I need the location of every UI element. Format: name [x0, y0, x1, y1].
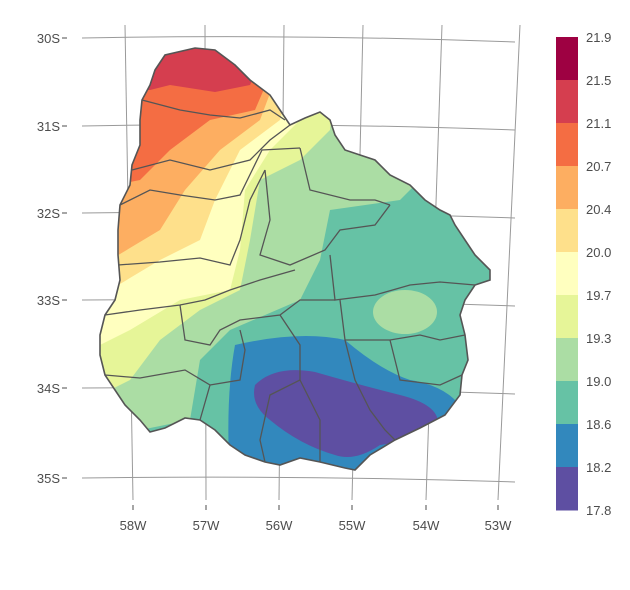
contour-fills — [100, 48, 490, 470]
legend-label: 21.1 — [586, 116, 611, 131]
lat-label: 31S — [37, 119, 60, 134]
legend-label: 19.3 — [586, 331, 611, 346]
legend-swatch — [556, 252, 578, 296]
lat-label: 30S — [37, 31, 60, 46]
lat-label: 34S — [37, 381, 60, 396]
legend-label: 17.8 — [586, 503, 611, 518]
legend-label: 18.6 — [586, 417, 611, 432]
legend-label: 18.2 — [586, 460, 611, 475]
lat-label: 35S — [37, 471, 60, 486]
legend-label: 20.7 — [586, 159, 611, 174]
legend-label: 20.0 — [586, 245, 611, 260]
lon-label: 56W — [266, 518, 293, 533]
lon-label: 54W — [413, 518, 440, 533]
legend-swatch — [556, 381, 578, 425]
legend-label: 19.7 — [586, 288, 611, 303]
color-legend: 21.9 21.5 21.1 20.7 20.4 20.0 19.7 19.3 19.0 18.6… — [556, 30, 611, 518]
legend-swatch — [556, 295, 578, 339]
legend-swatch — [556, 467, 578, 511]
lon-label: 58W — [120, 518, 147, 533]
legend-swatch — [556, 338, 578, 382]
legend-swatch — [556, 209, 578, 253]
lat-label: 33S — [37, 293, 60, 308]
legend-label: 19.0 — [586, 374, 611, 389]
legend-swatch — [556, 166, 578, 210]
lon-label: 53W — [485, 518, 512, 533]
lon-label: 55W — [339, 518, 366, 533]
legend-swatch — [556, 123, 578, 167]
lon-axis: 58W 57W 56W 55W 54W 53W — [120, 505, 512, 533]
legend-label: 21.5 — [586, 73, 611, 88]
legend-swatch — [556, 424, 578, 468]
legend-label: 21.9 — [586, 30, 611, 45]
department-borders — [104, 99, 476, 463]
lat-label: 32S — [37, 206, 60, 221]
legend-swatch — [556, 80, 578, 124]
legend-swatch — [556, 37, 578, 81]
lat-axis: 30S 31S 32S 33S 34S 35S — [37, 31, 67, 486]
lon-label: 57W — [193, 518, 220, 533]
legend-label: 20.4 — [586, 202, 611, 217]
